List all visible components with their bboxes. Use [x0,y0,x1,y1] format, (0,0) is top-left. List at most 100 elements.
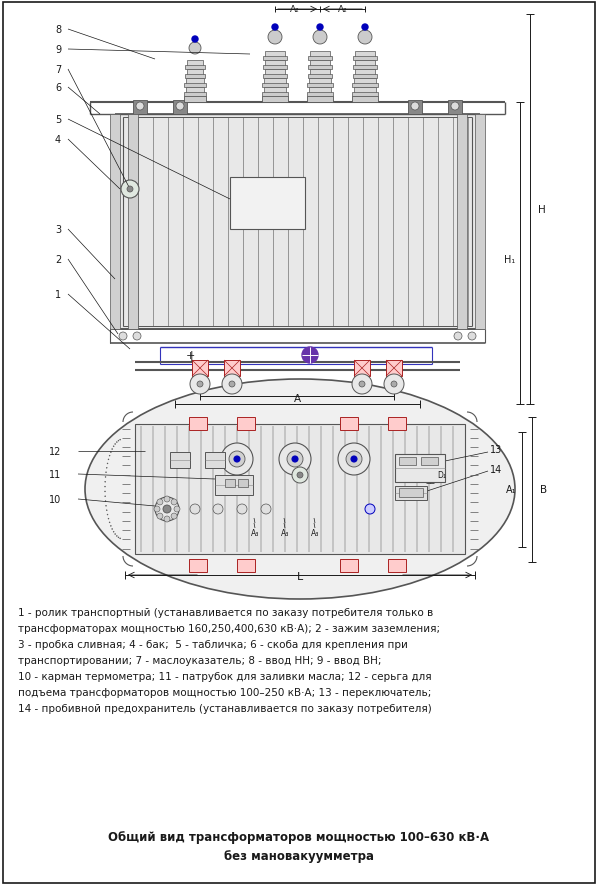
Circle shape [105,477,106,478]
Text: 11: 11 [49,470,61,479]
Circle shape [261,504,271,515]
Text: подъема трансформаторов мощностью 100–250 кВ·А; 13 - переключатель;: подъема трансформаторов мощностью 100–25… [18,688,431,697]
Circle shape [106,468,107,469]
Text: 14: 14 [490,464,502,475]
Bar [184,97,206,103]
Circle shape [190,504,200,515]
Bar [224,361,240,377]
Circle shape [190,375,210,394]
Text: +: + [185,351,195,361]
Text: 9: 9 [55,45,61,55]
Circle shape [127,187,133,193]
Bar [340,559,358,572]
Circle shape [154,507,160,512]
Circle shape [116,442,117,443]
Circle shape [352,375,372,394]
Circle shape [108,459,109,461]
Bar [187,70,203,78]
Text: 5: 5 [55,115,61,125]
Bar [309,79,331,87]
Bar [237,559,255,572]
Bar [187,61,203,69]
Bar [475,115,485,330]
Circle shape [468,332,476,340]
Bar [340,417,358,431]
Bar [457,115,467,330]
Bar [263,57,286,61]
Bar [225,479,235,487]
Bar [262,97,288,103]
Bar [205,453,225,469]
Bar [189,417,207,431]
Bar [110,115,120,330]
Bar [310,52,329,60]
Bar [309,88,331,96]
Text: H₁: H₁ [504,254,515,265]
Bar [135,424,465,555]
Circle shape [176,103,184,111]
Circle shape [164,517,170,523]
Text: H: H [538,205,546,214]
Bar [307,93,333,97]
Text: A₃: A₃ [251,528,259,537]
Bar [189,559,207,572]
Circle shape [174,507,180,512]
Bar [263,66,287,70]
Bar [264,88,286,96]
Text: |: | [189,350,193,361]
Circle shape [109,455,110,456]
Circle shape [105,472,106,473]
Bar [310,70,330,78]
Bar [185,75,206,79]
Circle shape [237,504,247,515]
Circle shape [164,496,170,502]
Circle shape [107,515,108,516]
Bar [308,66,332,70]
Circle shape [136,103,144,111]
Bar [353,57,377,61]
Circle shape [234,456,240,462]
Circle shape [105,496,106,497]
Bar [399,457,416,465]
Bar [185,66,205,70]
Circle shape [346,452,362,468]
Bar [355,61,375,69]
Text: 6: 6 [55,83,61,93]
Text: A₂: A₂ [290,4,300,13]
Bar [186,79,204,87]
Bar [353,66,377,70]
Circle shape [118,440,119,441]
Bar [395,486,427,501]
Circle shape [268,31,282,45]
Text: 14 - пробивной предохранитель (устанавливается по заказу потребителя): 14 - пробивной предохранитель (устанавли… [18,703,432,713]
Text: 1: 1 [55,290,61,299]
Text: L: L [297,571,303,581]
Circle shape [105,482,106,483]
Bar [408,101,422,115]
Circle shape [171,500,177,505]
Circle shape [292,468,308,484]
Circle shape [279,444,311,476]
Circle shape [359,382,365,387]
Ellipse shape [85,379,515,599]
Bar [184,84,206,88]
Circle shape [171,514,177,519]
Bar [399,488,423,497]
Bar [448,101,462,115]
Circle shape [116,536,117,537]
Circle shape [105,506,106,507]
Circle shape [222,375,242,394]
Circle shape [189,43,201,55]
Bar [309,57,332,61]
Circle shape [192,37,198,43]
Circle shape [121,181,139,198]
Circle shape [391,382,397,387]
Bar [266,52,285,60]
Bar [265,70,285,78]
Text: 12: 12 [49,447,61,456]
Circle shape [411,103,419,111]
Bar [395,455,445,483]
Bar [352,93,378,97]
Text: без мановакуумметра: без мановакуумметра [224,850,374,863]
Bar [353,75,377,79]
